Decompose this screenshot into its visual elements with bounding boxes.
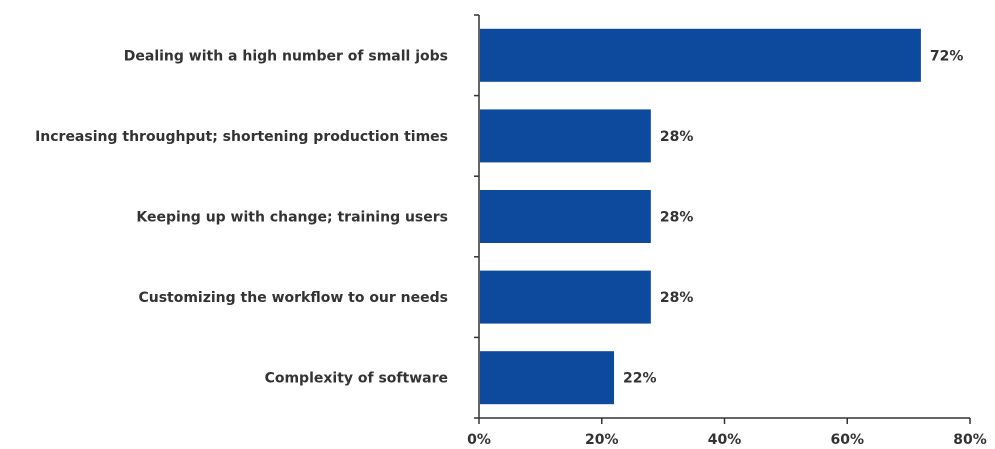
x-tick-label: 60% bbox=[830, 432, 864, 448]
data-label: 72% bbox=[930, 48, 964, 64]
data-label: 28% bbox=[660, 129, 694, 145]
x-tick-label: 20% bbox=[585, 432, 619, 448]
category-label: Dealing with a high number of small jobs bbox=[124, 48, 448, 64]
data-label: 22% bbox=[623, 371, 657, 387]
bar bbox=[480, 109, 651, 163]
bar bbox=[480, 270, 651, 324]
data-label: 28% bbox=[660, 210, 694, 226]
category-label: Keeping up with change; training users bbox=[136, 210, 448, 226]
bar bbox=[480, 351, 615, 405]
category-label: Customizing the workflow to our needs bbox=[138, 290, 448, 306]
data-label: 28% bbox=[660, 290, 694, 306]
bar bbox=[480, 190, 651, 243]
bar bbox=[480, 28, 921, 82]
x-tick-label: 0% bbox=[467, 432, 491, 448]
x-tick-label: 40% bbox=[708, 432, 742, 448]
category-label: Complexity of software bbox=[265, 371, 448, 387]
x-tick-label: 80% bbox=[953, 432, 987, 448]
category-label: Increasing throughput; shortening produc… bbox=[35, 129, 448, 145]
